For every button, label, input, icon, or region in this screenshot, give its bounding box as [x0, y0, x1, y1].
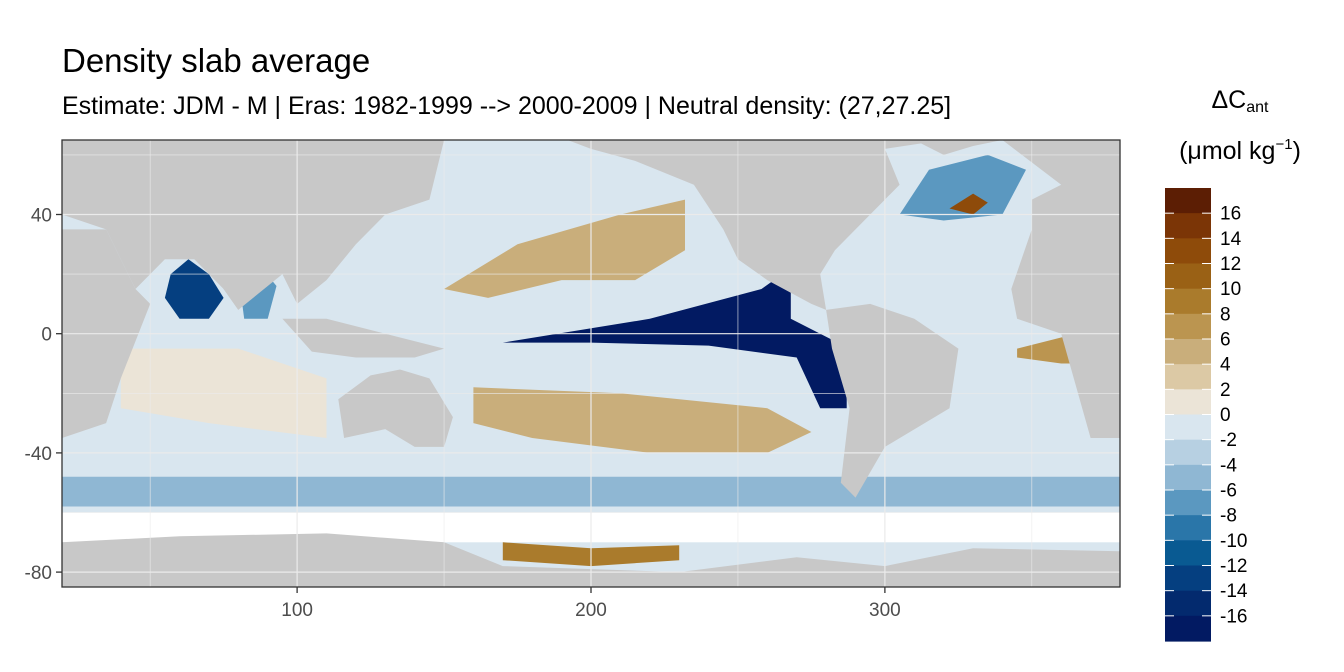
legend-label-16: -16 [1220, 606, 1247, 627]
legend-label-13: -10 [1220, 531, 1247, 552]
land-greenland [914, 140, 1003, 155]
land-eurasia [62, 140, 445, 310]
legend-title-symbol: ΔC [1211, 86, 1247, 114]
legend-label-7: 2 [1220, 380, 1231, 401]
y-tick-label-1: 0 [41, 325, 52, 346]
legend-swatch-7 [1165, 364, 1211, 390]
legend-swatch-14 [1165, 540, 1211, 567]
legend-label-12: -8 [1220, 506, 1237, 527]
legend-swatch-1 [1165, 213, 1211, 239]
data-region-0 [502, 268, 847, 409]
legend-label-14: -12 [1220, 556, 1247, 577]
land-indonesia [282, 318, 445, 358]
land-antarctica [62, 533, 1120, 587]
legend-swatch-3 [1165, 263, 1211, 290]
land-india [208, 268, 262, 310]
legend-label-11: -6 [1220, 481, 1237, 502]
legend-label-5: 6 [1220, 330, 1231, 351]
legend-title: ΔCant [1160, 86, 1320, 117]
legend-swatch-6 [1165, 339, 1211, 365]
legend-label-1: 14 [1220, 229, 1242, 250]
legend-unit: (μmol kg−1) [1160, 136, 1320, 166]
legend-label-6: 4 [1220, 355, 1231, 376]
legend-title-subscript: ant [1246, 99, 1269, 116]
legend-swatch-9 [1165, 414, 1211, 441]
legend-swatch-8 [1165, 389, 1211, 416]
legend-unit-suffix: ) [1292, 137, 1301, 165]
legend-colorbar: 16 14 12 10 8 6 4 2 0 -2 -4 -6 -8 -10 -12 -14 -16 [1165, 188, 1248, 642]
data-region-6 [899, 154, 1026, 221]
data-region-7 [949, 193, 988, 215]
legend-swatch-16 [1165, 590, 1211, 617]
legend-label-15: -14 [1220, 581, 1248, 602]
legend-swatch-2 [1165, 238, 1211, 265]
legend-swatch-12 [1165, 490, 1211, 516]
legend-unit-superscript: −1 [1275, 136, 1293, 153]
legend-swatch-10 [1165, 439, 1211, 466]
grid-layer [62, 140, 1120, 587]
legend-label-9: -2 [1220, 430, 1237, 451]
land-north-america [567, 140, 944, 310]
legend-swatch-15 [1165, 565, 1211, 592]
y-tick-label-3: -80 [25, 563, 52, 584]
land-south-america [826, 303, 959, 498]
legend-label-2: 12 [1220, 254, 1241, 275]
y-tick-label-2: -40 [25, 444, 52, 465]
legend-swatch-11 [1165, 464, 1211, 491]
chart-title: Density slab average [62, 42, 371, 79]
legend-label-10: -4 [1220, 455, 1237, 476]
y-tick-label-0: 40 [31, 206, 52, 227]
legend-label-3: 10 [1220, 279, 1241, 300]
data-region-1 [444, 199, 685, 298]
x-tick-label-2: 300 [869, 600, 901, 621]
legend-swatch-5 [1165, 313, 1211, 340]
legend-swatch-0 [1165, 188, 1211, 214]
legend-label-8: 0 [1220, 405, 1231, 426]
x-tick-label-0: 100 [281, 600, 313, 621]
x-tick-label-1: 200 [575, 600, 607, 621]
legend-label-0: 16 [1220, 204, 1241, 225]
land-australia [338, 369, 453, 447]
legend-label-4: 8 [1220, 304, 1231, 325]
chart-subtitle: Estimate: JDM - M | Eras: 1982-1999 --> … [62, 92, 952, 120]
legend-swatch-4 [1165, 288, 1211, 315]
data-region-2 [473, 387, 812, 453]
legend-unit-prefix: (μmol kg [1179, 137, 1276, 165]
legend-swatch-17 [1165, 615, 1211, 642]
legend-swatch-13 [1165, 515, 1211, 541]
